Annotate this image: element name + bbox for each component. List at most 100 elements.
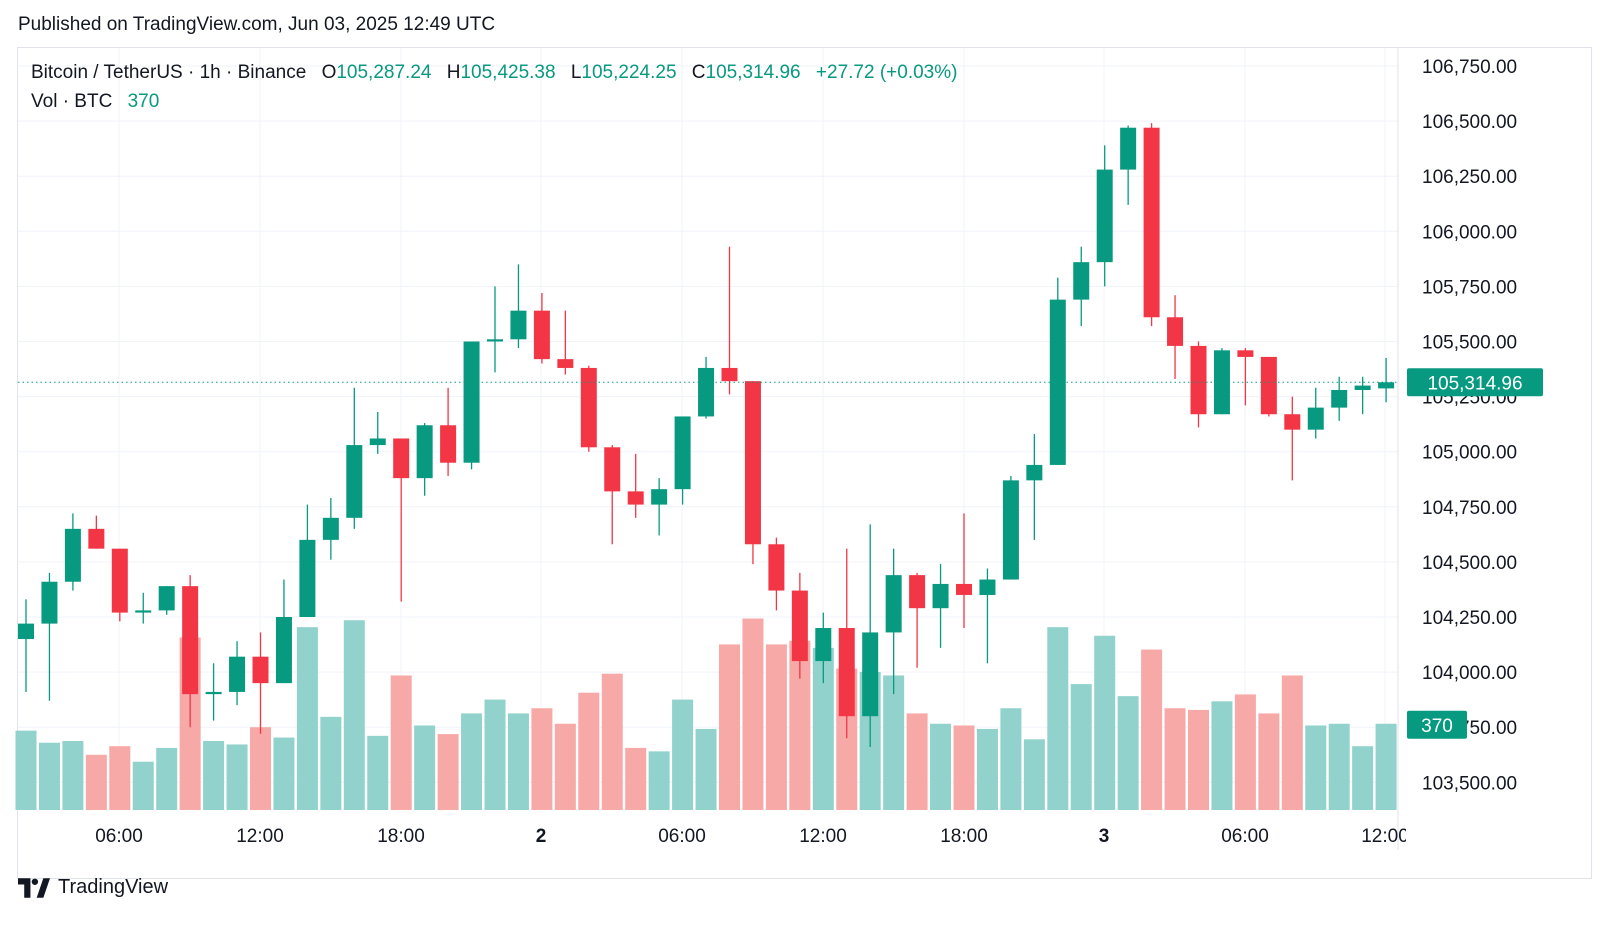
- volume-bar: [1328, 723, 1350, 810]
- candle[interactable]: [838, 548, 855, 739]
- candle[interactable]: [1026, 434, 1043, 540]
- candle[interactable]: [721, 246, 738, 395]
- candle-body: [1026, 464, 1043, 481]
- candle-body: [135, 610, 152, 613]
- candle[interactable]: [440, 387, 457, 476]
- price-tick-label: 105,750.00: [1422, 277, 1517, 298]
- candle[interactable]: [1190, 341, 1207, 428]
- volume-bar: [203, 741, 225, 810]
- candle[interactable]: [956, 513, 972, 629]
- candle[interactable]: [1213, 348, 1230, 415]
- candle-body: [299, 539, 316, 617]
- volume-bar: [390, 675, 412, 810]
- candle[interactable]: [1331, 376, 1348, 421]
- volume-bar: [1234, 694, 1256, 810]
- price-tick-label: 103,500.00: [1422, 773, 1517, 794]
- candle[interactable]: [791, 572, 808, 679]
- candle-body: [111, 548, 128, 613]
- last-volume-marker-bg: [1407, 710, 1467, 739]
- candle-body: [510, 310, 527, 340]
- candle[interactable]: [768, 537, 785, 611]
- candle[interactable]: [885, 548, 902, 695]
- candle[interactable]: [18, 599, 34, 692]
- candle[interactable]: [932, 564, 949, 648]
- candle[interactable]: [88, 515, 105, 549]
- candle[interactable]: [1260, 356, 1277, 417]
- volume-bar: [789, 640, 811, 810]
- open-value: 105,287.24: [336, 62, 432, 83]
- candle[interactable]: [815, 612, 832, 684]
- candle-body: [604, 447, 621, 492]
- candle[interactable]: [1143, 123, 1160, 327]
- candle[interactable]: [979, 568, 996, 664]
- candle[interactable]: [487, 286, 503, 373]
- candle-body: [932, 583, 949, 609]
- candle-body: [393, 438, 410, 479]
- volume-bar: [1211, 701, 1233, 810]
- candle[interactable]: [533, 293, 550, 364]
- price-tick-label: 104,000.00: [1422, 663, 1517, 684]
- candle[interactable]: [651, 478, 668, 536]
- candle[interactable]: [135, 592, 152, 624]
- candle-body: [322, 517, 339, 540]
- candle[interactable]: [1096, 145, 1113, 287]
- candle[interactable]: [64, 513, 81, 591]
- candle[interactable]: [1354, 376, 1371, 415]
- candle[interactable]: [1073, 246, 1090, 327]
- candle[interactable]: [580, 365, 597, 452]
- candle-body: [41, 581, 58, 624]
- volume-label[interactable]: Vol · BTC: [31, 91, 113, 112]
- price-tick-label: 104,500.00: [1422, 553, 1517, 574]
- published-caption: Published on TradingView.com, Jun 03, 20…: [18, 14, 496, 35]
- time-axis[interactable]: 06:00 12:00 18:00 2 06:00 12:00 18:00 3 06:00 12:…: [95, 826, 1409, 847]
- candlestick-chart[interactable]: 106,750.00 106,500.00 106,250.00 106,000.00…: [0, 0, 1600, 880]
- close-value: 105,314.96: [705, 62, 801, 83]
- candle-body: [1331, 389, 1348, 408]
- candle-body: [182, 586, 199, 695]
- tradingview-logo[interactable]: TradingView: [18, 876, 168, 899]
- candle[interactable]: [229, 641, 246, 706]
- candle[interactable]: [1167, 295, 1184, 379]
- last-price-marker-label: 105,314.96: [1427, 373, 1522, 394]
- time-tick-label: 18:00: [377, 826, 425, 847]
- candle[interactable]: [510, 264, 527, 349]
- candle-body: [1260, 356, 1277, 415]
- candle[interactable]: [698, 356, 715, 419]
- candle[interactable]: [393, 438, 410, 602]
- candle[interactable]: [604, 445, 621, 545]
- candle[interactable]: [1049, 277, 1066, 465]
- volume-bar: [15, 730, 37, 810]
- candle-body: [18, 623, 34, 640]
- candle[interactable]: [205, 663, 222, 721]
- candle[interactable]: [322, 497, 339, 560]
- candle[interactable]: [557, 310, 574, 375]
- symbol-label[interactable]: Bitcoin / TetherUS · 1h · Binance: [31, 62, 307, 83]
- candle[interactable]: [275, 579, 292, 684]
- candle[interactable]: [1120, 125, 1137, 205]
- candle[interactable]: [416, 423, 433, 496]
- volume-bar: [343, 620, 365, 810]
- candle[interactable]: [1284, 396, 1301, 481]
- candle[interactable]: [1237, 348, 1254, 406]
- candle[interactable]: [252, 632, 269, 734]
- price-axis[interactable]: 106,750.00 106,500.00 106,250.00 106,000.00…: [1422, 57, 1517, 794]
- candle[interactable]: [627, 453, 644, 518]
- candle[interactable]: [744, 381, 761, 565]
- candle[interactable]: [1378, 357, 1395, 403]
- volume-bar: [601, 673, 623, 810]
- candle[interactable]: [111, 548, 128, 622]
- candle[interactable]: [299, 504, 316, 617]
- candle[interactable]: [463, 341, 480, 470]
- candle[interactable]: [346, 387, 363, 529]
- candle[interactable]: [1002, 475, 1019, 580]
- candle[interactable]: [369, 412, 386, 454]
- last-price-marker: 105,314.96: [1407, 368, 1543, 397]
- candle[interactable]: [909, 572, 926, 668]
- candle[interactable]: [1307, 387, 1324, 439]
- candle[interactable]: [862, 524, 879, 748]
- volume-bar: [695, 728, 717, 810]
- candle[interactable]: [182, 575, 199, 728]
- candle[interactable]: [158, 586, 175, 615]
- candle[interactable]: [674, 416, 691, 505]
- candle[interactable]: [41, 572, 58, 701]
